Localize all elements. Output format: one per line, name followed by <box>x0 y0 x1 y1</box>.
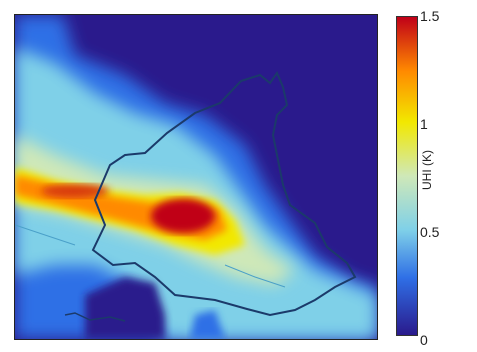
colorbar-gradient <box>397 17 417 335</box>
colorbar-tick-0-5: 0.5 <box>420 224 440 240</box>
cold-pocket <box>85 277 165 339</box>
colorbar-tick-1: 1 <box>420 116 428 132</box>
stream-line-2 <box>224 264 286 288</box>
uhi-hotspot-west <box>41 184 109 198</box>
uhi-heatmap <box>15 15 377 339</box>
river-line <box>64 312 126 322</box>
stream-line <box>15 224 76 246</box>
colorbar-label: UHI (K) <box>420 150 434 190</box>
uhi-map <box>14 14 378 340</box>
uhi-hotspot-core <box>151 199 215 233</box>
colorbar-tick-0: 0 <box>420 332 428 348</box>
cool-pocket <box>190 310 225 339</box>
colorbar-tick-1-5: 1.5 <box>420 8 440 24</box>
colorbar <box>396 16 418 336</box>
city-boundary <box>91 70 357 317</box>
